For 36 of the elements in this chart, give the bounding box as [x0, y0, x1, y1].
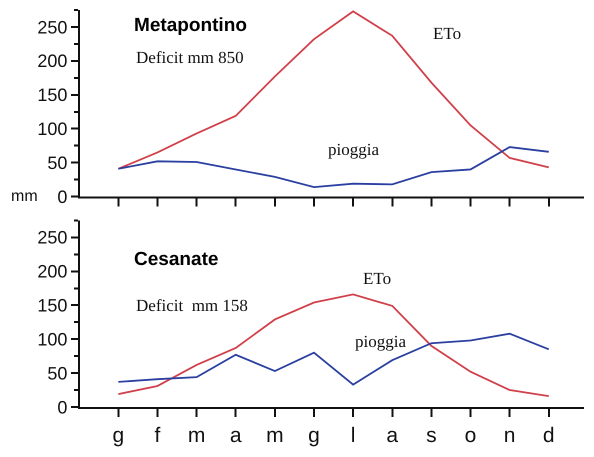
x-tick-label: o	[464, 424, 476, 448]
annotation: Deficit mm 158	[136, 296, 248, 315]
series-label: ETo	[363, 269, 392, 288]
y-tick-label: 250	[37, 17, 68, 38]
x-tick-label: f	[154, 424, 161, 448]
y-tick-label: 250	[37, 228, 68, 248]
series-label: pioggia	[355, 332, 406, 351]
y-tick-label: 200	[37, 51, 68, 72]
y-tick-label: 0	[57, 397, 68, 418]
series-label: ETo	[433, 24, 462, 43]
x-tick-label: g	[112, 424, 124, 448]
text: Cesanate	[134, 249, 218, 270]
x-tick-label: d	[542, 424, 555, 448]
y-tick-label: 50	[47, 363, 68, 384]
line-series	[117, 332, 550, 386]
y-axis-title: mm	[11, 188, 38, 205]
series-label: pioggia	[328, 140, 380, 159]
y-tick-label: 200	[37, 262, 68, 282]
y-tick-label: 150	[37, 296, 68, 316]
x-tick-label: l	[350, 424, 356, 448]
x-tick-label: n	[504, 424, 516, 448]
line-series	[117, 10, 550, 170]
line-series	[117, 293, 550, 398]
y-tick-label: 100	[37, 329, 68, 350]
y-tick-label: 0	[57, 186, 68, 207]
x-tick-label: g	[308, 424, 320, 448]
y-tick-label: 150	[37, 85, 68, 106]
x-tick-label: m	[188, 424, 206, 448]
x-tick-label: m	[266, 424, 284, 448]
chart-title: Metapontino	[134, 15, 247, 36]
annotation: Deficit mm 850	[136, 48, 244, 67]
y-tick-label: 100	[37, 119, 68, 140]
x-tick-label: s	[426, 424, 437, 448]
x-tick-label: a	[230, 424, 242, 448]
y-tick-label: 50	[47, 152, 68, 173]
x-tick-label: a	[386, 424, 398, 448]
